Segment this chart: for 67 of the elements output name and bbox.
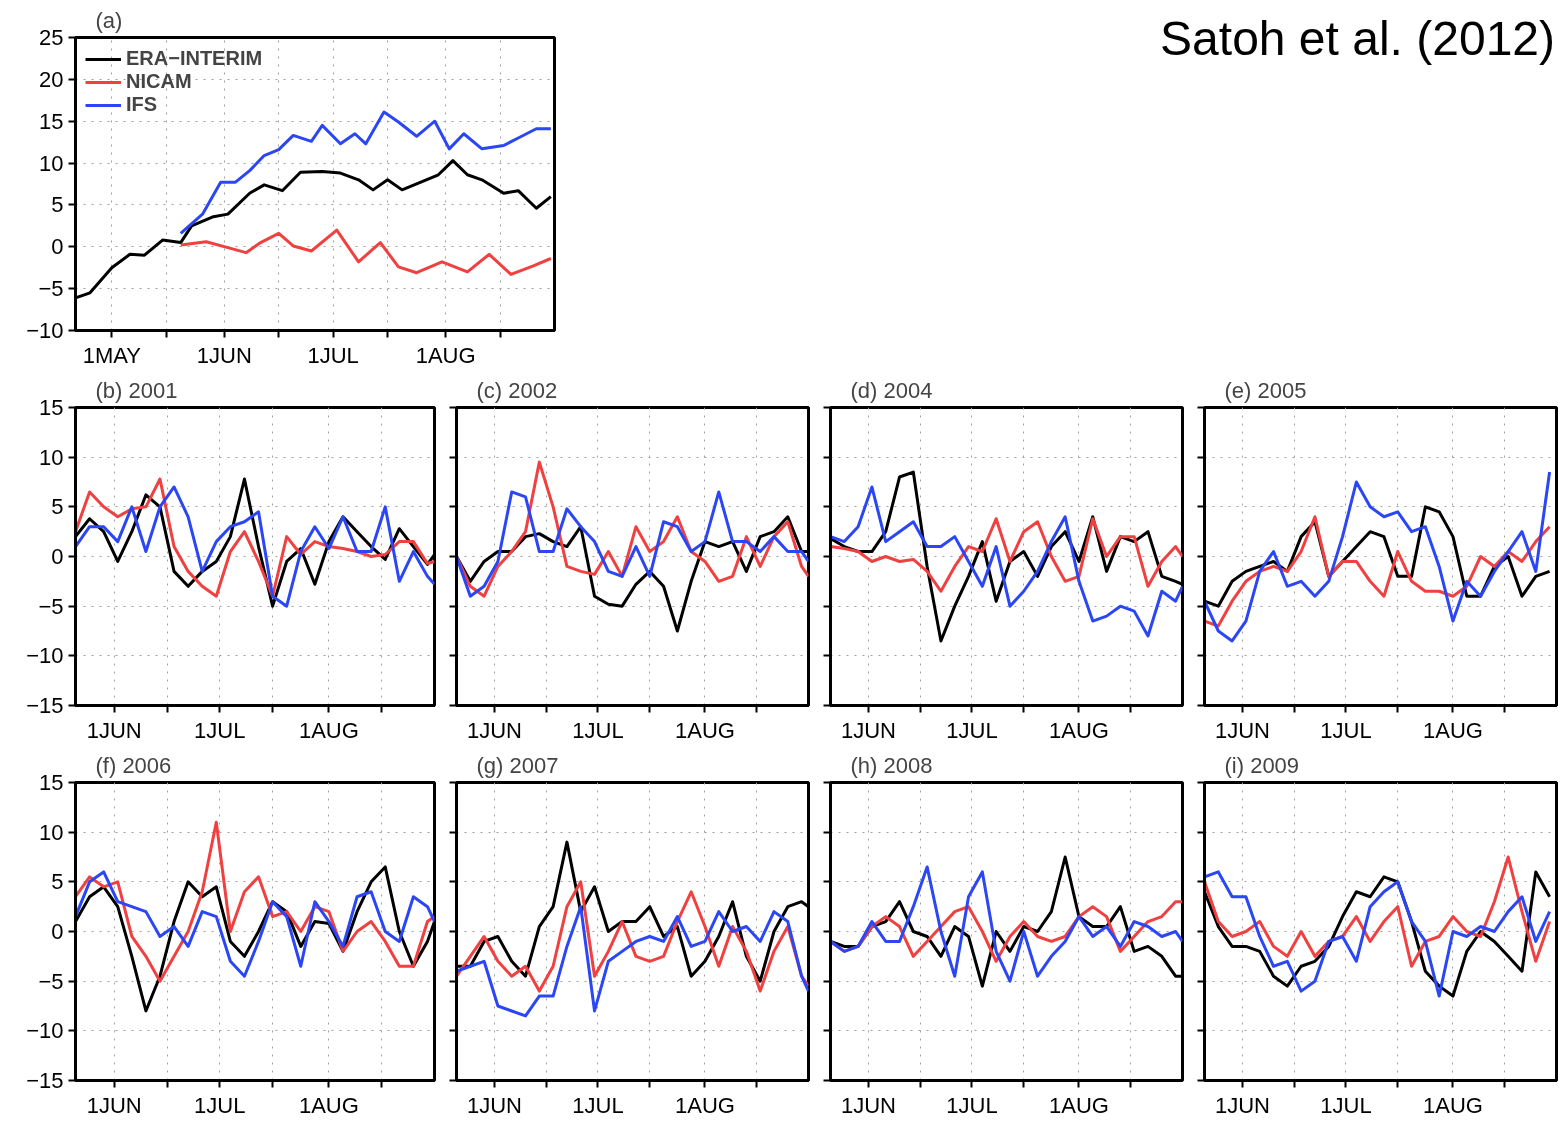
x-tick-label: 1JUN <box>86 717 142 743</box>
chart-title: (b) 2001 <box>95 377 178 403</box>
x-tick-label: 1AUG <box>298 1092 359 1118</box>
x-tick-label: 1JUN <box>840 1092 896 1118</box>
x-tick-label: 1JUN <box>1214 717 1270 743</box>
x-tick-label: 1JUL <box>1320 1092 1372 1118</box>
x-tick-label: 1AUG <box>675 1092 735 1118</box>
y-tick-label: −10 <box>26 1018 64 1044</box>
chart-title: (c) 2002 <box>476 377 558 403</box>
x-tick-label: 1AUG <box>298 717 359 743</box>
x-tick-label: 1AUG <box>675 717 735 743</box>
chart-title: (g) 2007 <box>476 752 559 778</box>
y-tick-label: −5 <box>38 276 64 302</box>
y-tick-label: 10 <box>39 150 64 176</box>
x-tick-label: 1AUG <box>1049 717 1109 743</box>
x-tick-label: 1AUG <box>1423 1092 1483 1118</box>
chart-title: (f) 2006 <box>95 752 172 778</box>
legend-label: NICAM <box>126 70 192 93</box>
x-tick-label: 1JUN <box>196 342 252 368</box>
text: Satoh et al. (2012) <box>1160 11 1555 67</box>
y-tick-label: −10 <box>26 643 64 669</box>
y-tick-label: 5 <box>51 192 64 218</box>
y-tick-label: 15 <box>39 770 64 795</box>
x-tick-label: 1JUN <box>840 717 896 743</box>
legend-label: IFS <box>126 93 158 116</box>
y-tick-label: −5 <box>38 593 64 619</box>
x-tick-label: 1JUN <box>1214 1092 1270 1118</box>
y-tick-label: 15 <box>39 108 64 134</box>
y-tick-label: 5 <box>51 869 64 895</box>
y-tick-label: 25 <box>39 25 64 50</box>
x-tick-label: 1JUL <box>946 1092 998 1118</box>
y-tick-label: 20 <box>39 66 64 92</box>
x-tick-label: 1JUL <box>572 717 624 743</box>
line-series <box>75 820 435 983</box>
chart-title: (h) 2008 <box>850 752 933 778</box>
x-tick-label: 1AUG <box>1423 717 1483 743</box>
y-tick-label: 10 <box>39 819 64 845</box>
y-tick-label: 0 <box>51 234 64 260</box>
x-tick-label: 1JUL <box>307 342 359 368</box>
x-tick-label: 1JUL <box>194 1092 246 1118</box>
chart-title: (d) 2004 <box>850 377 933 403</box>
chart-title: (e) 2005 <box>1224 377 1307 403</box>
y-tick-label: −15 <box>26 1068 64 1093</box>
legend-label: ERA−INTERIM <box>126 47 263 70</box>
line-series <box>179 110 553 235</box>
x-tick-label: 1JUN <box>466 1092 522 1118</box>
y-tick-label: 0 <box>51 544 64 569</box>
x-tick-label: 1JUL <box>1320 717 1372 743</box>
y-tick-label: 0 <box>51 919 64 944</box>
x-tick-label: 1MAY <box>82 342 142 368</box>
line-series <box>75 870 435 978</box>
y-tick-label: −10 <box>26 318 64 343</box>
x-tick-label: 1JUL <box>194 717 246 743</box>
x-tick-label: 1JUN <box>86 1092 142 1118</box>
x-tick-label: 1JUL <box>572 1092 624 1118</box>
y-tick-label: 10 <box>39 444 64 470</box>
x-tick-label: 1AUG <box>415 342 476 368</box>
x-tick-label: 1JUN <box>466 717 522 743</box>
y-tick-label: 15 <box>39 395 64 420</box>
y-tick-label: −5 <box>38 968 64 994</box>
y-tick-label: 5 <box>51 494 64 520</box>
y-tick-label: −15 <box>26 693 64 718</box>
x-tick-label: 1JUL <box>946 717 998 743</box>
x-tick-label: 1AUG <box>1049 1092 1109 1118</box>
chart-title: (i) 2009 <box>1224 752 1300 778</box>
chart-title: (a) <box>95 7 123 33</box>
line-series <box>179 228 553 276</box>
